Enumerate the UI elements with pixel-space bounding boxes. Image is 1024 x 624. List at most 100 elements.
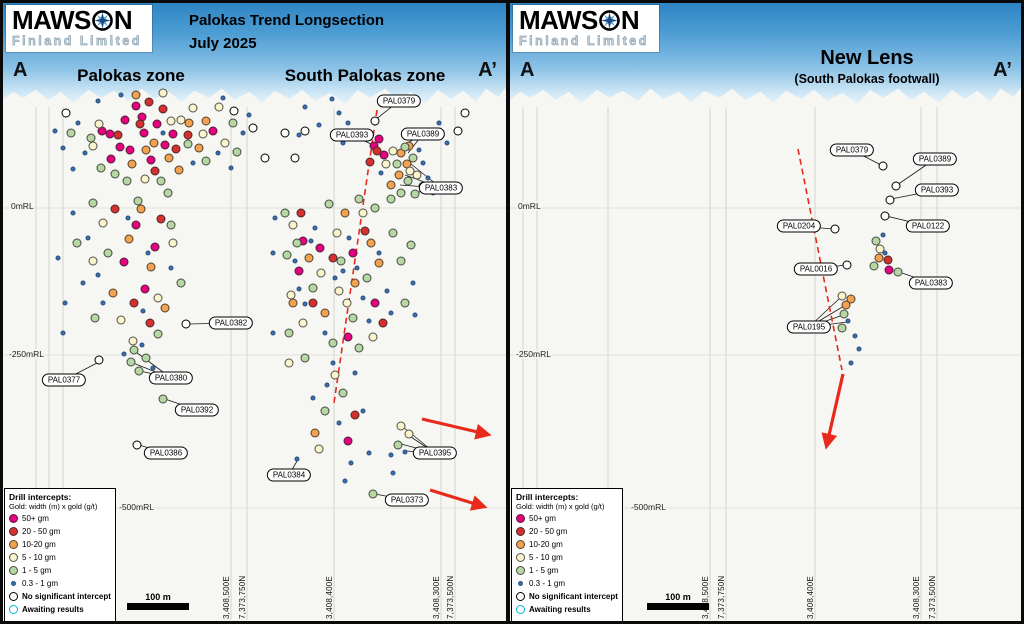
intercept-point-c bbox=[286, 290, 296, 300]
legend-swatch-g bbox=[516, 566, 525, 575]
intercept-point-b bbox=[354, 265, 360, 271]
intercept-point-g bbox=[232, 147, 242, 157]
coordinate-label: 3,408,500E bbox=[222, 576, 231, 619]
intercept-point-n bbox=[248, 123, 258, 133]
intercept-point-c bbox=[116, 315, 126, 325]
intercept-point-b bbox=[366, 450, 372, 456]
intercept-point-b bbox=[376, 250, 382, 256]
figure-title-line1: Palokas Trend Longsection bbox=[189, 12, 385, 29]
intercept-point-b bbox=[145, 250, 151, 256]
intercept-point-b bbox=[270, 250, 276, 256]
intercept-point-g bbox=[86, 133, 96, 143]
intercept-point-n bbox=[132, 440, 142, 450]
legend-swatch-m bbox=[9, 514, 18, 523]
intercept-point-g bbox=[103, 248, 113, 258]
intercept-point-m bbox=[120, 115, 130, 125]
intercept-point-b bbox=[384, 288, 390, 294]
legend-swatch-n bbox=[516, 592, 525, 601]
intercept-point-g bbox=[400, 142, 410, 152]
intercept-point-r bbox=[171, 144, 181, 154]
intercept-point-b bbox=[425, 175, 431, 181]
intercept-point-r bbox=[378, 318, 388, 328]
zone-title-palokas: Palokas zone bbox=[77, 66, 185, 85]
intercept-point-b bbox=[302, 104, 308, 110]
panel-palokas-trend: PAL0379 PAL0393 PAL0389 PAL0383 PAL0382 PAL03… bbox=[3, 3, 506, 621]
section-end-label: A’ bbox=[993, 59, 1012, 81]
intercept-point-c bbox=[837, 291, 847, 301]
lens-title: New Lens bbox=[820, 47, 914, 69]
intercept-point-b bbox=[348, 460, 354, 466]
legend-swatch-n bbox=[9, 592, 18, 601]
intercept-point-b bbox=[296, 132, 302, 138]
intercept-point-o bbox=[320, 308, 330, 318]
intercept-point-g bbox=[292, 238, 302, 248]
intercept-point-o bbox=[340, 208, 350, 218]
intercept-point-c bbox=[334, 286, 344, 296]
intercept-point-b bbox=[220, 95, 226, 101]
intercept-point-m bbox=[119, 257, 129, 267]
intercept-point-b bbox=[82, 150, 88, 156]
intercept-point-b bbox=[75, 120, 81, 126]
intercept-point-g bbox=[396, 188, 406, 198]
legend-title: Drill intercepts: bbox=[9, 492, 72, 502]
intercept-point-b bbox=[332, 275, 338, 281]
intercept-point-g bbox=[869, 261, 879, 271]
intercept-point-b bbox=[168, 265, 174, 271]
intercept-point-m bbox=[884, 265, 894, 275]
figure-title: Palokas Trend Longsection July 2025 bbox=[189, 10, 384, 55]
intercept-point-g bbox=[90, 313, 100, 323]
intercept-point-o bbox=[149, 138, 159, 148]
drillhole-label: PAL0373 bbox=[384, 493, 430, 507]
intercept-point-c bbox=[140, 174, 150, 184]
intercept-point-b bbox=[410, 280, 416, 286]
intercept-point-r bbox=[150, 166, 160, 176]
drillhole-label: PAL0384 bbox=[266, 468, 312, 482]
legend-item: 1 - 5 gm bbox=[9, 565, 111, 576]
legend-label: 20 - 50 gm bbox=[529, 527, 568, 536]
intercept-point-b bbox=[246, 112, 252, 118]
compass-icon bbox=[599, 9, 620, 31]
legend-label: 1 - 5 gm bbox=[529, 566, 559, 575]
drillhole-label: PAL0379 bbox=[829, 143, 875, 157]
intercept-point-c bbox=[198, 129, 208, 139]
drillhole-label: PAL0380 bbox=[148, 371, 194, 385]
intercept-point-o bbox=[194, 143, 204, 153]
intercept-point-g bbox=[72, 238, 82, 248]
section-end-label: A’ bbox=[478, 59, 497, 81]
logo-wordmark: MAWS N bbox=[12, 7, 142, 33]
drillhole-label: PAL0389 bbox=[912, 152, 958, 166]
intercept-point-m bbox=[208, 126, 218, 136]
logo-text-suffix: N bbox=[113, 5, 133, 35]
drillhole-label: PAL0383 bbox=[908, 276, 954, 290]
legend-swatch-c bbox=[9, 553, 18, 562]
intercept-point-b bbox=[336, 420, 342, 426]
drillhole-label: PAL0016 bbox=[793, 262, 839, 276]
intercept-point-b bbox=[60, 330, 66, 336]
intercept-point-b bbox=[62, 300, 68, 306]
legend-swatch-a bbox=[9, 605, 18, 614]
intercept-point-b bbox=[240, 130, 246, 136]
intercept-point-r bbox=[158, 104, 168, 114]
legend-item: 10-20 gm bbox=[516, 539, 618, 550]
legend-item: 10-20 gm bbox=[9, 539, 111, 550]
intercept-point-o bbox=[374, 258, 384, 268]
intercept-point-c bbox=[358, 208, 368, 218]
intercept-point-c bbox=[98, 218, 108, 228]
intercept-point-g bbox=[406, 240, 416, 250]
legend-title: Drill intercepts: bbox=[516, 492, 579, 502]
intercept-point-c bbox=[88, 141, 98, 151]
legend-label: Awaiting results bbox=[22, 605, 84, 614]
intercept-point-b bbox=[160, 130, 166, 136]
elevation-label: 0mRL bbox=[10, 201, 35, 211]
intercept-point-b bbox=[378, 170, 384, 176]
intercept-point-b bbox=[52, 128, 58, 134]
intercept-point-b bbox=[310, 395, 316, 401]
legend-item: 0.3 - 1 gm bbox=[9, 578, 111, 589]
intercept-point-g bbox=[66, 128, 76, 138]
scale-bar-label: 100 m bbox=[665, 592, 691, 602]
intercept-point-b bbox=[270, 330, 276, 336]
intercept-point-n bbox=[453, 126, 463, 136]
intercept-point-o bbox=[146, 262, 156, 272]
intercept-point-m bbox=[152, 119, 162, 129]
